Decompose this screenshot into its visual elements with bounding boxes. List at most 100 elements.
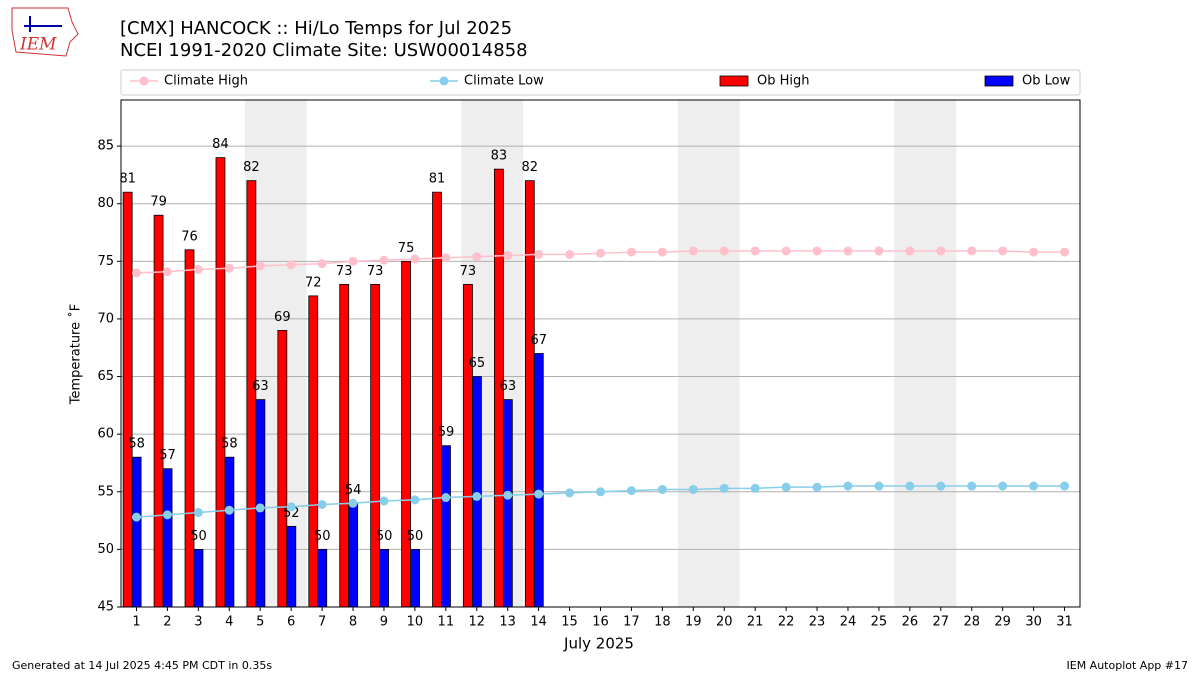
x-tick-label: 15 xyxy=(561,615,578,630)
climate-point xyxy=(626,247,636,257)
climate-point xyxy=(967,481,977,491)
climate-point xyxy=(379,255,389,265)
x-tick-label: 30 xyxy=(1025,615,1042,630)
y-tick-label: 55 xyxy=(97,484,114,499)
climate-point xyxy=(379,496,389,506)
x-tick-label: 16 xyxy=(592,615,609,630)
bar xyxy=(162,468,173,608)
bar-value-label: 50 xyxy=(376,529,393,544)
climate-point xyxy=(998,481,1008,491)
climate-point xyxy=(441,253,451,263)
climate-point xyxy=(348,498,358,508)
weekend-shade xyxy=(894,100,926,607)
bar-value-label: 73 xyxy=(336,264,353,279)
bar xyxy=(255,399,266,608)
bar xyxy=(131,456,142,608)
climate-point xyxy=(131,268,141,278)
bar-value-label: 75 xyxy=(398,241,415,256)
climate-point xyxy=(843,246,853,256)
bar xyxy=(379,548,389,608)
bar xyxy=(122,191,133,608)
bar xyxy=(441,445,451,608)
bar xyxy=(472,376,482,608)
x-tick-label: 19 xyxy=(685,615,702,630)
climate-point xyxy=(688,246,698,256)
x-tick-label: 11 xyxy=(438,615,455,630)
x-tick-label: 25 xyxy=(871,615,888,630)
climate-point xyxy=(1029,481,1039,491)
x-tick-label: 28 xyxy=(963,615,980,630)
climate-point xyxy=(998,246,1008,256)
climate-point xyxy=(317,259,327,269)
x-tick-label: 8 xyxy=(349,615,357,630)
legend-label: Ob High xyxy=(757,74,810,89)
climate-point xyxy=(534,249,544,259)
bar-value-label: 82 xyxy=(243,160,260,175)
climate-point xyxy=(162,510,172,520)
weekend-shade xyxy=(925,100,957,607)
climate-point xyxy=(1060,481,1070,491)
legend-marker xyxy=(139,76,149,86)
y-axis-label: Temperature ˚F xyxy=(68,304,84,405)
bar-value-label: 63 xyxy=(500,379,517,394)
bar xyxy=(277,330,288,608)
weekend-shade xyxy=(708,100,740,607)
chart-title: [CMX] HANCOCK :: Hi/Lo Temps for Jul 202… xyxy=(120,18,512,39)
climate-point xyxy=(843,481,853,491)
y-tick-label: 45 xyxy=(97,600,114,615)
x-axis-label: July 2025 xyxy=(563,635,634,653)
bar-value-label: 52 xyxy=(283,506,300,521)
bar xyxy=(286,525,297,608)
x-tick-label: 24 xyxy=(840,615,857,630)
climate-point xyxy=(534,489,544,499)
legend-label: Climate Low xyxy=(464,74,544,89)
climate-point xyxy=(750,246,760,256)
footer-left: Generated at 14 Jul 2025 4:45 PM CDT in … xyxy=(12,659,272,672)
bar xyxy=(463,283,473,608)
climate-point xyxy=(936,246,946,256)
bar-value-label: 58 xyxy=(128,437,145,452)
climate-point xyxy=(131,512,141,522)
climate-point xyxy=(255,503,265,513)
climate-point xyxy=(472,252,482,262)
climate-point xyxy=(255,261,265,271)
climate-point xyxy=(162,267,172,277)
x-tick-label: 6 xyxy=(287,615,295,630)
x-tick-label: 26 xyxy=(902,615,919,630)
climate-point xyxy=(224,505,234,515)
x-tick-label: 31 xyxy=(1056,615,1073,630)
climate-point xyxy=(410,495,420,505)
y-tick-label: 75 xyxy=(97,254,114,269)
climate-point xyxy=(565,249,575,259)
x-tick-label: 27 xyxy=(933,615,950,630)
x-tick-label: 10 xyxy=(407,615,424,630)
climate-point xyxy=(874,246,884,256)
bar-value-label: 50 xyxy=(407,529,424,544)
x-tick-label: 22 xyxy=(778,615,795,630)
climate-point xyxy=(286,502,296,512)
bar xyxy=(153,214,164,608)
climate-point xyxy=(472,491,482,501)
bar xyxy=(401,260,411,608)
y-tick-label: 50 xyxy=(97,542,114,557)
x-tick-label: 7 xyxy=(318,615,326,630)
x-tick-label: 5 xyxy=(256,615,264,630)
logo-text: IEM xyxy=(19,35,57,55)
climate-point xyxy=(596,248,605,258)
y-tick-label: 80 xyxy=(97,196,114,211)
climate-point xyxy=(750,483,760,493)
legend-label: Climate High xyxy=(164,74,248,89)
bar xyxy=(533,353,544,608)
bar-value-label: 84 xyxy=(212,137,229,152)
climate-point xyxy=(936,481,946,491)
climate-point xyxy=(812,246,822,256)
bar-value-label: 83 xyxy=(491,149,508,164)
x-tick-label: 4 xyxy=(225,615,233,630)
x-tick-label: 20 xyxy=(716,615,733,630)
bar-value-label: 50 xyxy=(314,529,331,544)
bar xyxy=(193,548,204,608)
climate-point xyxy=(503,490,513,500)
climate-point xyxy=(224,263,234,273)
climate-point xyxy=(286,260,296,270)
